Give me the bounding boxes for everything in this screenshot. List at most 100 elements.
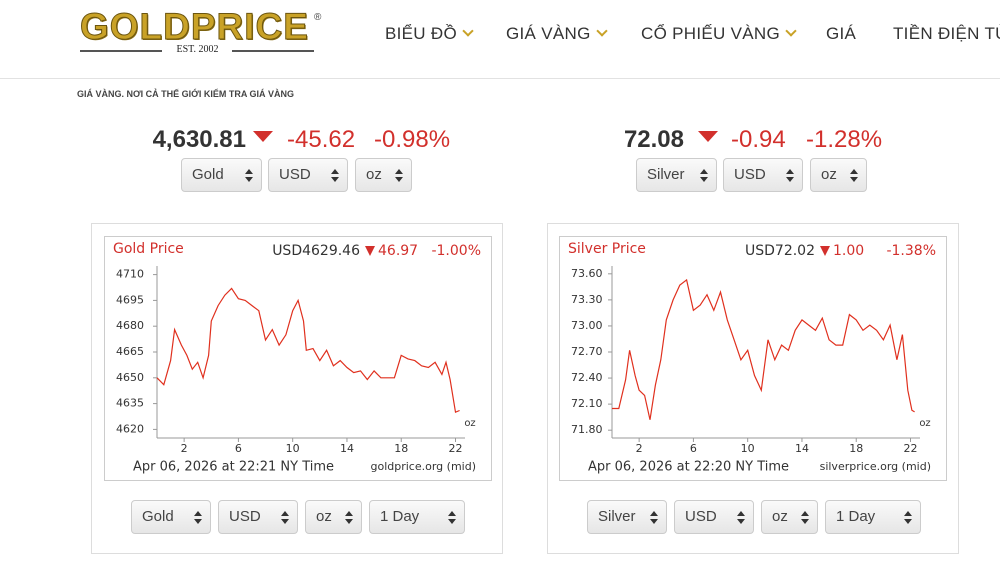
- chart-price: USD72.02: [745, 243, 815, 259]
- select-arrow: [904, 511, 912, 516]
- select-arrow: [245, 177, 253, 182]
- select-arrow: [245, 169, 253, 174]
- select[interactable]: USD: [218, 500, 298, 534]
- select[interactable]: Silver: [587, 500, 667, 534]
- select-value: Silver: [647, 166, 685, 183]
- chevron: [462, 25, 474, 37]
- select-value: Silver: [598, 508, 636, 525]
- select[interactable]: oz: [810, 158, 867, 192]
- select-value: USD: [734, 166, 766, 183]
- select[interactable]: Silver: [636, 158, 717, 192]
- select-arrow: [194, 511, 202, 516]
- select-arrow: [194, 519, 202, 524]
- price-line: [156, 287, 460, 414]
- nav-item[interactable]: TIỀN ĐIỆN TỬ: [893, 24, 1000, 44]
- nav-item[interactable]: GIÁ: [826, 24, 856, 44]
- select-value: oz: [366, 166, 382, 183]
- nav-item[interactable]: GIÁ VÀNG: [506, 24, 608, 44]
- select[interactable]: 1 Day: [825, 500, 921, 534]
- logo[interactable]: GOLDPRICE: [80, 6, 309, 48]
- select[interactable]: USD: [268, 158, 348, 192]
- select-value: oz: [821, 166, 837, 183]
- unit-label: oz: [464, 418, 475, 429]
- select-arrow: [448, 511, 456, 516]
- y-tick-label: 4620: [116, 422, 144, 435]
- select-value: USD: [685, 508, 717, 525]
- select-value: USD: [279, 166, 311, 183]
- select[interactable]: 1 Day: [369, 500, 465, 534]
- down-arrow: [365, 246, 375, 256]
- quote-change-pct: -0.98%: [374, 126, 451, 153]
- x-tick-label: 22: [449, 442, 463, 455]
- y-tick-label: 4635: [116, 397, 144, 410]
- select-arrow: [650, 511, 658, 516]
- y-tick-label: 4680: [116, 319, 144, 332]
- nav-label: TIỀN ĐIỆN TỬ: [893, 24, 1000, 43]
- select-value: Gold: [192, 166, 224, 183]
- select-arrow: [904, 519, 912, 524]
- nav-item[interactable]: CỔ PHIẾU VÀNG: [641, 24, 797, 44]
- y-tick-label: 72.40: [571, 371, 603, 384]
- timestamp: Apr 06, 2026 at 22:20 NY Time: [588, 460, 789, 475]
- select-arrow: [395, 169, 403, 174]
- chart-frame: [559, 236, 947, 481]
- select-value: 1 Day: [380, 508, 420, 525]
- chart: Silver Price USD72.02 1.00 -1.38% 73.60 73.30…: [559, 236, 947, 481]
- header: GOLDPRICE ® EST. 2002 BIỂU ĐỒ GIÁ VÀNG C…: [0, 0, 1000, 79]
- x-tick-label: 2: [636, 442, 643, 455]
- chart-change-pct: -1.00%: [431, 243, 481, 259]
- select-value: oz: [316, 508, 332, 525]
- select-arrow: [395, 177, 403, 182]
- select[interactable]: USD: [674, 500, 754, 534]
- logo-rule: [232, 50, 314, 52]
- chart-change: 46.97: [378, 243, 418, 259]
- y-tick-label: 71.80: [571, 423, 603, 436]
- logo-rule: [80, 50, 162, 52]
- y-tick-label: 73.30: [571, 293, 603, 306]
- y-tick-label: 72.10: [571, 397, 603, 410]
- select-arrow: [850, 169, 858, 174]
- select-arrow: [448, 519, 456, 524]
- quote-price: 4,630.81: [152, 126, 246, 153]
- chart-price: USD4629.46: [272, 243, 360, 259]
- select-arrow: [345, 519, 353, 524]
- quote-price: 72.08: [623, 126, 684, 153]
- nav-item[interactable]: BIỂU ĐỒ: [385, 24, 474, 44]
- select-arrow: [700, 177, 708, 182]
- select-arrow: [331, 177, 339, 182]
- down-arrow: [698, 131, 718, 142]
- select[interactable]: oz: [305, 500, 362, 534]
- chart-change-pct: -1.38%: [886, 243, 936, 259]
- quote-change: -45.62: [287, 126, 356, 153]
- x-tick-label: 14: [340, 442, 354, 455]
- select-arrow: [281, 511, 289, 516]
- nav-label: BIỂU ĐỒ: [385, 24, 458, 43]
- y-tick-label: 4695: [116, 293, 144, 306]
- select[interactable]: Gold: [181, 158, 262, 192]
- select-arrow: [737, 511, 745, 516]
- nav-label: CỔ PHIẾU VÀNG: [641, 24, 780, 43]
- source: goldprice.org (mid): [371, 460, 477, 473]
- select-arrow: [737, 519, 745, 524]
- y-tick-label: 72.70: [571, 345, 603, 358]
- select[interactable]: oz: [355, 158, 412, 192]
- chart-change: 1.00: [833, 243, 864, 259]
- select-arrow: [786, 169, 794, 174]
- y-tick-label: 73.00: [571, 319, 603, 332]
- logo-est: EST. 2002: [176, 44, 219, 55]
- select-arrow: [700, 169, 708, 174]
- x-tick-label: 2: [181, 442, 188, 455]
- price-line: [612, 278, 915, 420]
- y-tick-label: 4665: [116, 345, 144, 358]
- timestamp: Apr 06, 2026 at 22:21 NY Time: [133, 460, 334, 475]
- chart-panel: [91, 223, 503, 554]
- y-tick-label: 73.60: [571, 267, 603, 280]
- quote-change: -0.94: [731, 126, 786, 153]
- select[interactable]: USD: [723, 158, 803, 192]
- select[interactable]: oz: [761, 500, 818, 534]
- x-tick-label: 18: [394, 442, 408, 455]
- chart-frame: [104, 236, 492, 481]
- select[interactable]: Gold: [131, 500, 211, 534]
- chart: Gold Price USD4629.46 46.97 -1.00% 4710 4695 4…: [104, 236, 492, 481]
